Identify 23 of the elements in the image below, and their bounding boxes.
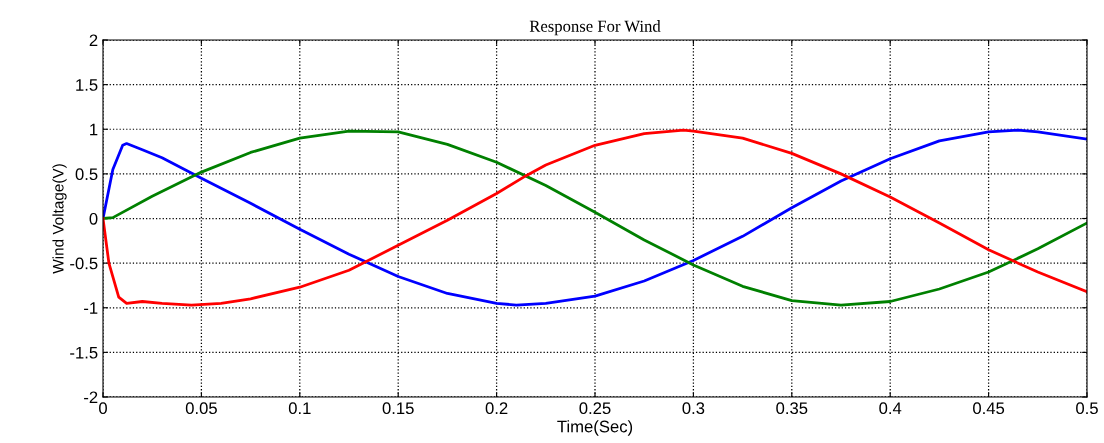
x-tick-label: 0.2 <box>485 402 508 415</box>
x-tick-label: 0.3 <box>682 402 705 415</box>
y-tick-label: 0.5 <box>75 168 98 181</box>
x-tick-label: 0.45 <box>973 402 1005 415</box>
y-tick-label: -0.5 <box>70 257 98 270</box>
x-tick-label: 0.1 <box>288 402 311 415</box>
x-tick-label: 0.15 <box>382 402 414 415</box>
x-tick-label: 0.5 <box>1076 402 1098 415</box>
x-tick-label: 0.05 <box>185 402 217 415</box>
y-tick-label: -1 <box>84 302 98 314</box>
y-axis-title: Wind Voltage(V) <box>52 164 67 274</box>
y-tick-label: 2 <box>89 34 98 47</box>
x-tick-label: 0.25 <box>579 402 611 415</box>
x-axis-title: Time(Sec) <box>557 420 633 436</box>
y-tick-label: 1 <box>90 123 98 136</box>
y-tick-label: -1.5 <box>70 346 98 359</box>
x-tick-label: 0.35 <box>776 402 808 415</box>
y-tick-label: 1.5 <box>76 79 98 91</box>
y-tick-label: 0 <box>89 212 98 225</box>
x-tick-label: 0.4 <box>879 402 902 415</box>
chart-title: Response For Wind <box>529 20 661 36</box>
x-tick-label: 0 <box>99 402 107 415</box>
y-tick-label: -2 <box>84 391 98 404</box>
